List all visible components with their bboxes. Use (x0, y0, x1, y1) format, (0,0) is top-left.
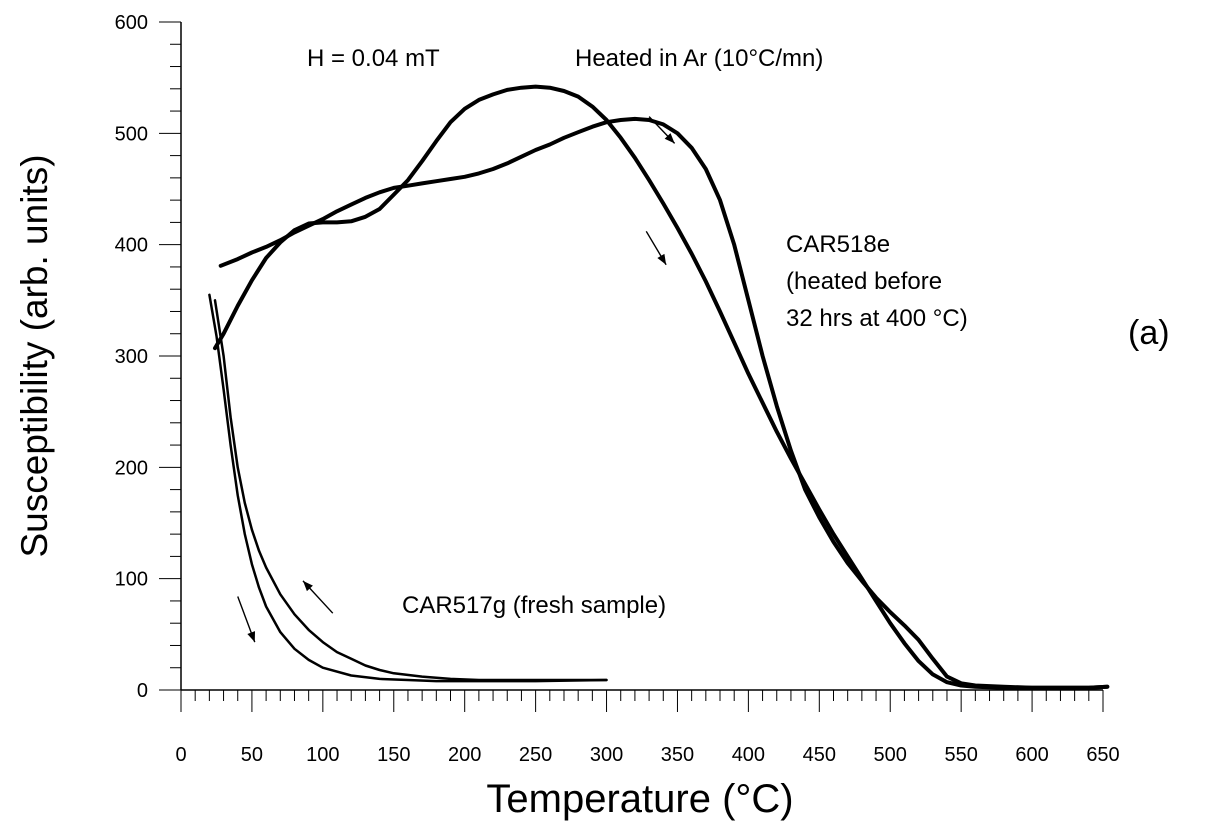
y-tick-label: 600 (115, 12, 148, 34)
x-tick-label: 350 (661, 744, 694, 766)
x-tick-label: 150 (377, 744, 410, 766)
x-tick-label: 550 (944, 744, 977, 766)
arrow-head (247, 631, 256, 643)
series-line-2 (218, 116, 1110, 690)
sample-e-label-line2: (heated before (786, 268, 942, 295)
direction-arrows (237, 116, 676, 643)
x-tick-label: 50 (241, 744, 263, 766)
arrow-head (302, 580, 313, 592)
panel-label: (a) (1128, 314, 1170, 352)
x-tick-label: 300 (590, 744, 623, 766)
arrow-head (664, 133, 675, 144)
x-tick-label: 500 (874, 744, 907, 766)
series-line-3 (208, 293, 608, 683)
field-annotation: H = 0.04 mT (307, 45, 440, 72)
y-tick-label: 300 (115, 346, 148, 368)
x-tick-label: 400 (732, 744, 765, 766)
x-tick-label: 200 (448, 744, 481, 766)
x-tick-label: 100 (306, 744, 339, 766)
x-axis-title: Temperature (°C) (486, 777, 793, 821)
direction-arrow-4 (237, 596, 256, 643)
x-tick-label: 450 (803, 744, 836, 766)
x-tick-label: 650 (1086, 744, 1119, 766)
series-line-4 (213, 299, 608, 682)
y-tick-label: 100 (115, 569, 148, 591)
sample-e-label-line1: CAR518e (786, 231, 890, 258)
direction-arrow-3 (302, 580, 334, 614)
direction-arrow-1 (648, 116, 676, 144)
sample-e-label-line3: 32 hrs at 400 °C) (786, 305, 968, 332)
y-tick-label: 500 (115, 123, 148, 145)
direction-arrow-2 (645, 230, 667, 266)
heating-annotation: Heated in Ar (10°C/mn) (575, 45, 823, 72)
plot-frame (180, 22, 1103, 691)
axis-ticks: 0 50 100 150 200 250 300 350 400 450 500 550 600 650 0… (115, 12, 1120, 766)
sample-g-label: CAR517g (fresh sample) (402, 592, 666, 619)
y-tick-label: 200 (115, 457, 148, 479)
arrow-head (657, 253, 667, 265)
y-axis-title: Susceptibility (arb. units) (14, 154, 55, 557)
x-tick-label: 250 (519, 744, 552, 766)
series-lines (208, 84, 1110, 690)
x-tick-label: 600 (1015, 744, 1048, 766)
x-tick-label: 0 (175, 744, 186, 766)
series-line-1 (213, 84, 1110, 690)
y-tick-label: 400 (115, 235, 148, 257)
y-tick-label: 0 (137, 680, 148, 702)
